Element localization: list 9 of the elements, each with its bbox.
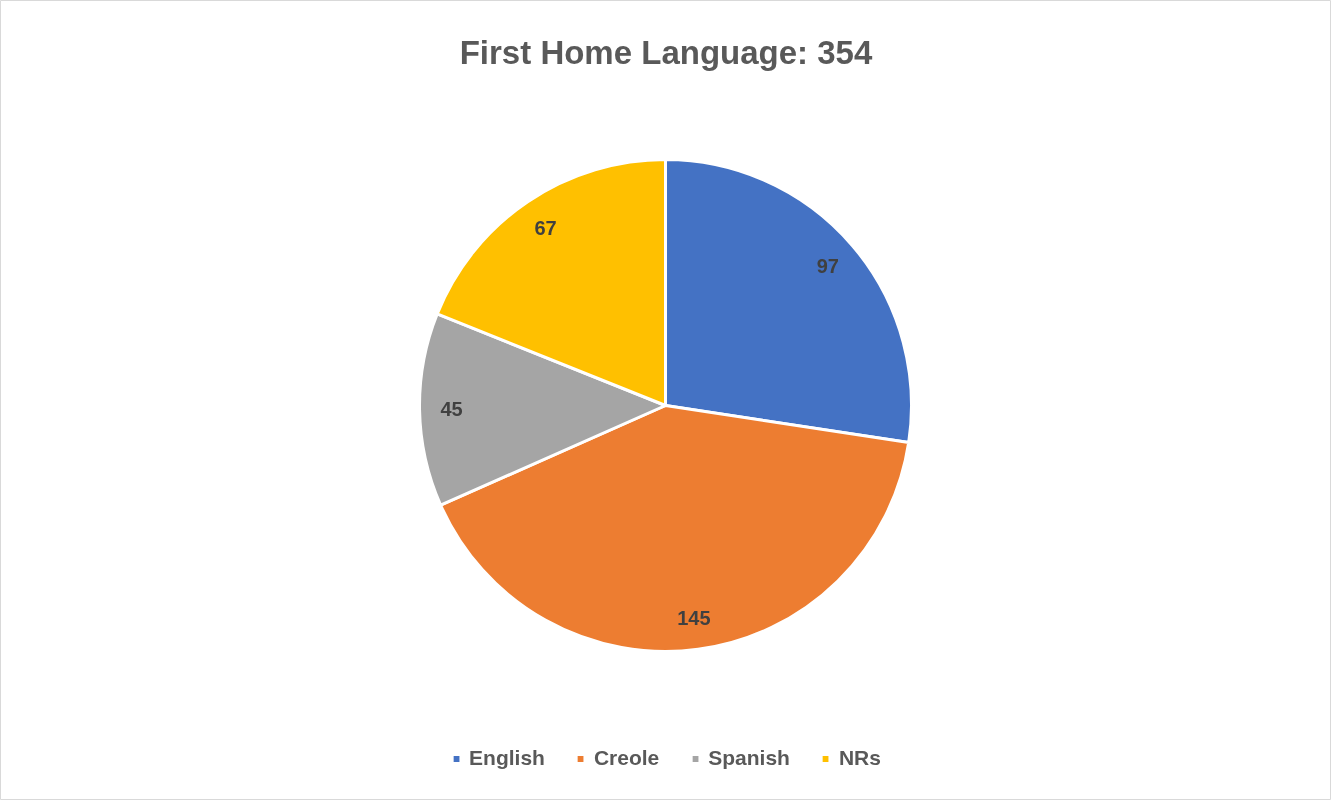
data-label: 45 [440,398,463,421]
data-label: 97 [816,255,839,277]
legend-label: Spanish [708,746,790,770]
data-label: 145 [677,606,711,629]
legend-label: NRs [838,746,881,770]
legend-label: Creole [593,746,660,770]
data-label: 67 [534,217,557,240]
legend-label: English [469,746,545,770]
chart-title: First Home Language: 354 [459,34,873,71]
